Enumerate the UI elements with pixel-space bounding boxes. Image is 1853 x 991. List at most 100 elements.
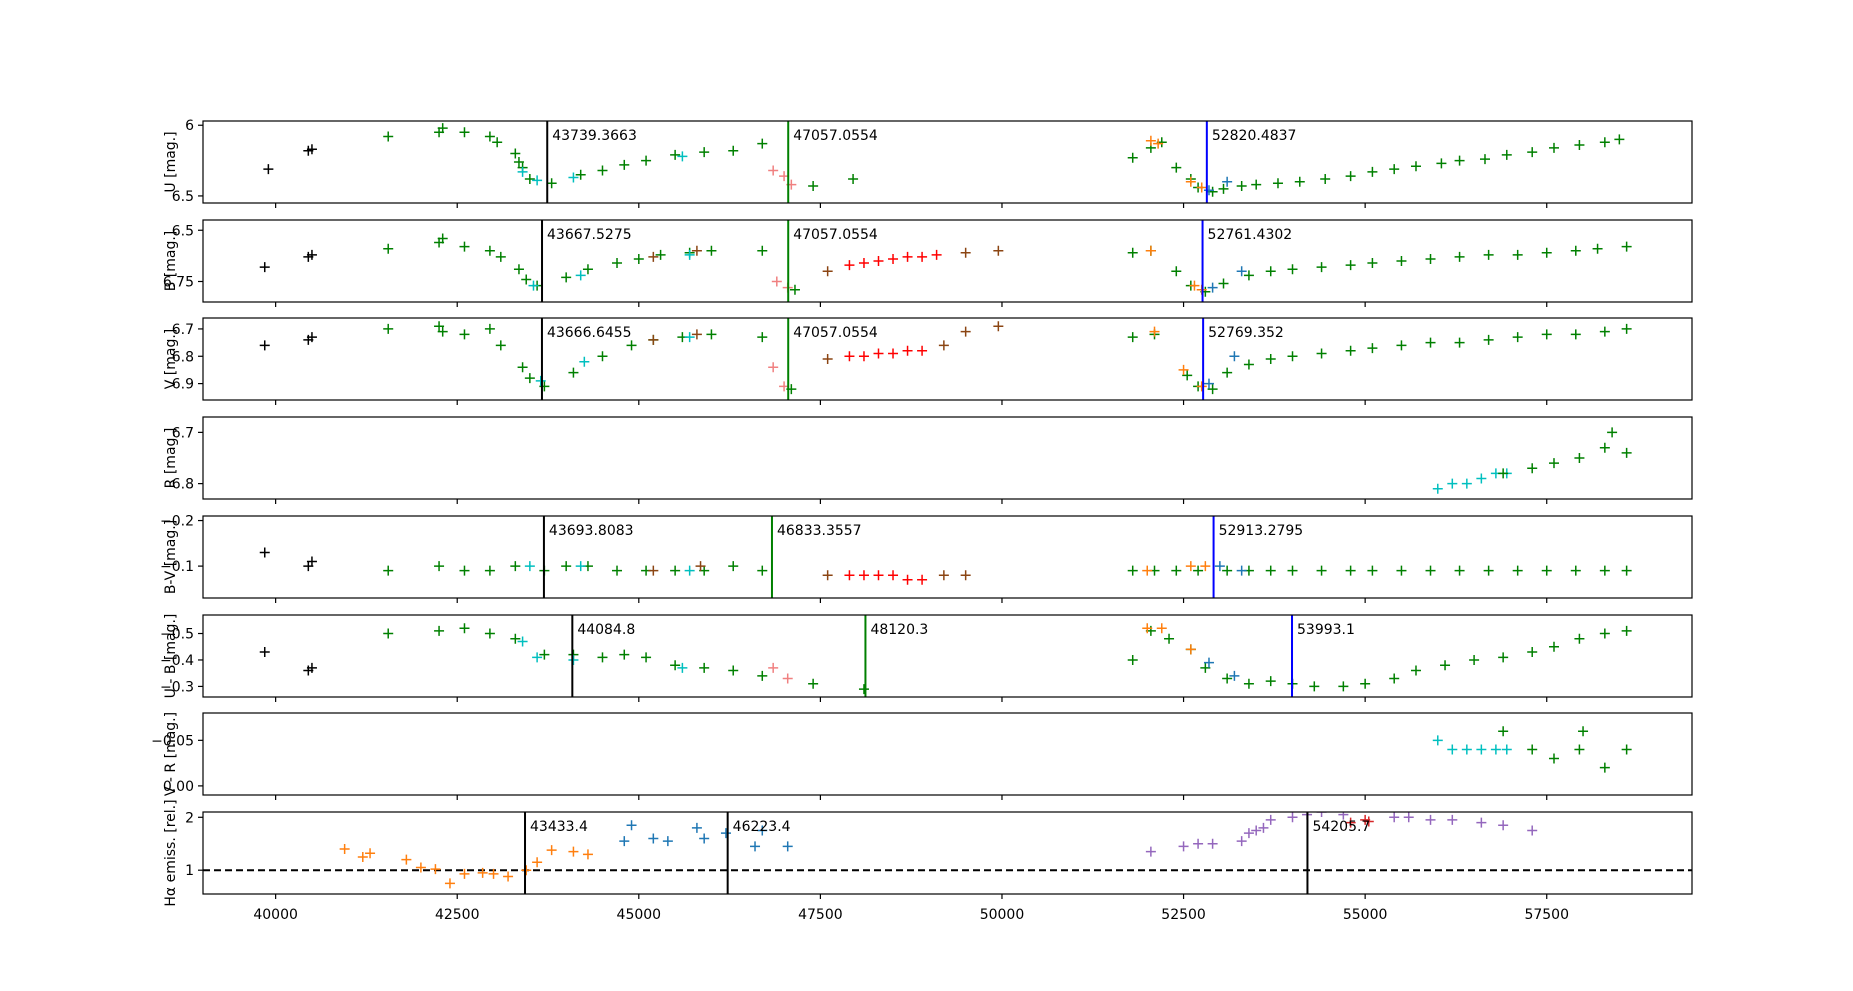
data-point bbox=[771, 276, 782, 287]
data-point bbox=[822, 570, 833, 581]
marker-label: 43433.4 bbox=[530, 819, 588, 835]
data-point bbox=[1265, 354, 1276, 364]
data-point bbox=[1189, 280, 1200, 291]
data-point bbox=[1338, 812, 1349, 820]
series-1 bbox=[383, 561, 1632, 576]
data-point bbox=[782, 673, 793, 684]
marker-label: 47057.0554 bbox=[793, 128, 878, 144]
data-point bbox=[437, 123, 448, 134]
series-4 bbox=[648, 321, 1004, 364]
data-point bbox=[1461, 744, 1472, 755]
y-tick-label: 6.5 bbox=[172, 189, 194, 205]
data-point bbox=[1360, 678, 1371, 689]
data-point bbox=[670, 660, 681, 671]
data-point bbox=[532, 857, 543, 868]
data-point bbox=[1156, 623, 1167, 634]
series-5 bbox=[768, 662, 793, 684]
data-point bbox=[459, 868, 470, 879]
data-point bbox=[691, 822, 702, 833]
data-point bbox=[306, 662, 317, 673]
series-3 bbox=[1142, 623, 1196, 655]
data-point bbox=[858, 570, 869, 581]
data-point bbox=[1214, 561, 1225, 572]
data-point bbox=[1389, 812, 1400, 823]
data-point bbox=[706, 329, 717, 340]
data-point bbox=[1425, 337, 1436, 348]
data-point bbox=[873, 348, 884, 359]
data-point bbox=[1599, 326, 1610, 337]
data-point bbox=[1145, 846, 1156, 857]
data-point bbox=[430, 864, 441, 875]
series-6 bbox=[1203, 351, 1240, 389]
data-point bbox=[597, 165, 608, 176]
data-point bbox=[782, 841, 793, 852]
series-7 bbox=[771, 276, 793, 293]
data-point bbox=[1363, 816, 1374, 827]
data-point bbox=[1272, 178, 1283, 189]
data-point bbox=[1222, 367, 1233, 378]
data-point bbox=[477, 867, 488, 878]
data-point bbox=[993, 321, 1004, 332]
data-point bbox=[902, 251, 913, 262]
x-tick-label: 42500 bbox=[435, 907, 480, 923]
data-point bbox=[728, 665, 739, 676]
data-point bbox=[931, 249, 942, 260]
data-point bbox=[1599, 137, 1610, 148]
y-axis-label: R [mag.] bbox=[163, 428, 179, 489]
data-point bbox=[1501, 744, 1512, 755]
panel-v-r: −0.05 0.00V - R [mag.] bbox=[151, 712, 1693, 800]
data-point bbox=[1142, 623, 1153, 634]
data-point bbox=[750, 841, 761, 852]
y-axis-label: Hα emiss. [rel.] bbox=[163, 799, 179, 906]
data-point bbox=[1222, 565, 1233, 576]
data-point bbox=[1432, 735, 1443, 746]
data-point bbox=[1345, 260, 1356, 271]
data-point bbox=[510, 148, 521, 159]
data-point bbox=[1203, 185, 1214, 196]
data-point bbox=[612, 565, 623, 576]
data-point bbox=[670, 565, 681, 576]
data-point bbox=[808, 678, 819, 689]
data-point bbox=[699, 147, 710, 158]
data-point bbox=[757, 825, 768, 836]
data-point bbox=[484, 565, 495, 576]
data-point bbox=[546, 178, 557, 189]
data-point bbox=[1476, 473, 1487, 484]
series-3 bbox=[844, 249, 942, 271]
marker-label: 43666.6455 bbox=[547, 325, 632, 341]
data-point bbox=[306, 332, 317, 343]
data-point bbox=[960, 326, 971, 337]
data-point bbox=[444, 878, 455, 889]
panel-frame bbox=[202, 712, 1693, 796]
data-point bbox=[339, 844, 350, 855]
data-point bbox=[1454, 565, 1465, 576]
series-2 bbox=[517, 636, 688, 673]
data-point bbox=[699, 833, 710, 844]
y-tick-label: 6.8 bbox=[172, 349, 194, 365]
series-2 bbox=[1145, 812, 1538, 857]
data-point bbox=[960, 570, 971, 581]
data-point bbox=[670, 149, 681, 160]
data-point bbox=[1425, 814, 1436, 825]
data-point bbox=[757, 245, 768, 256]
data-point bbox=[648, 565, 659, 576]
data-point bbox=[938, 340, 949, 351]
data-point bbox=[1621, 744, 1632, 755]
data-point bbox=[503, 871, 514, 882]
data-point bbox=[1527, 463, 1538, 474]
data-point bbox=[1200, 662, 1211, 673]
data-point bbox=[1171, 565, 1182, 576]
data-point bbox=[917, 251, 928, 262]
data-point bbox=[1479, 154, 1490, 165]
y-tick-label: 6.9 bbox=[172, 377, 194, 393]
data-point bbox=[655, 249, 666, 260]
data-point bbox=[1243, 359, 1254, 370]
series-0 bbox=[339, 844, 593, 889]
data-point bbox=[575, 561, 586, 572]
data-point bbox=[532, 175, 543, 186]
data-point bbox=[1396, 256, 1407, 266]
data-point bbox=[1127, 332, 1138, 343]
y-tick-label: 6.5 bbox=[172, 223, 194, 239]
data-point bbox=[612, 258, 623, 269]
data-point bbox=[1345, 345, 1356, 356]
